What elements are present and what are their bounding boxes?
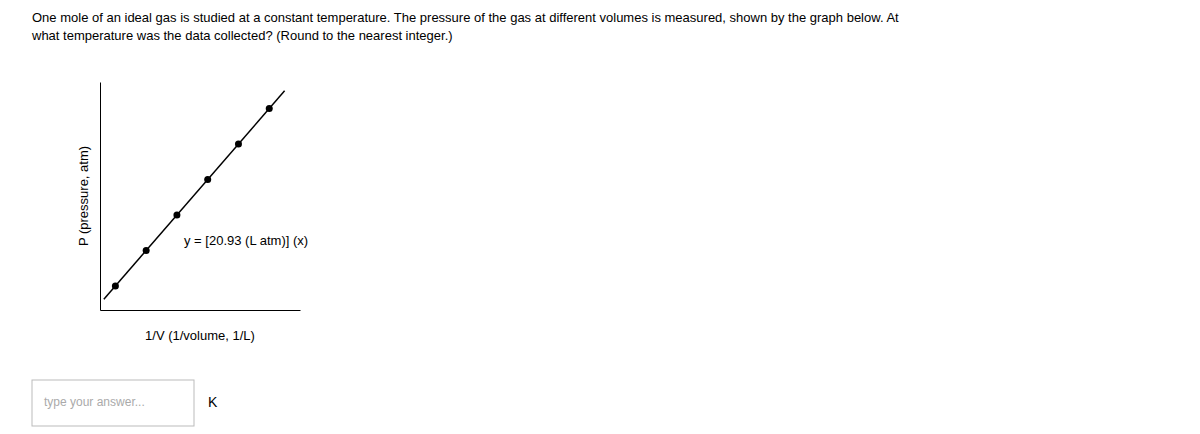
y-axis-line	[100, 83, 101, 311]
fit-line	[104, 91, 285, 299]
data-point	[266, 105, 273, 112]
data-point	[173, 211, 180, 218]
x-axis	[101, 310, 301, 311]
answer-box	[32, 380, 194, 426]
data-point	[112, 282, 119, 289]
x-axis-line	[101, 310, 301, 311]
equation-label: y = [20.93 (L atm)] (x)	[184, 233, 308, 248]
data-point	[143, 247, 150, 254]
data-point	[204, 176, 211, 183]
y-axis	[100, 83, 101, 311]
title: One mole of an ideal gas is studied at a…	[31, 10, 899, 43]
y-axis-label: P (pressure, atm)	[76, 146, 91, 246]
data-point	[235, 141, 242, 148]
x-axis-label: 1/V (1/volume, 1/L)	[145, 328, 255, 343]
answer-placeholder: type your answer...	[44, 395, 145, 409]
chart: One mole of an ideal gas is studied at a…	[0, 0, 1200, 434]
marks	[104, 91, 285, 299]
answer-unit: K	[208, 394, 218, 410]
plot	[101, 83, 301, 311]
